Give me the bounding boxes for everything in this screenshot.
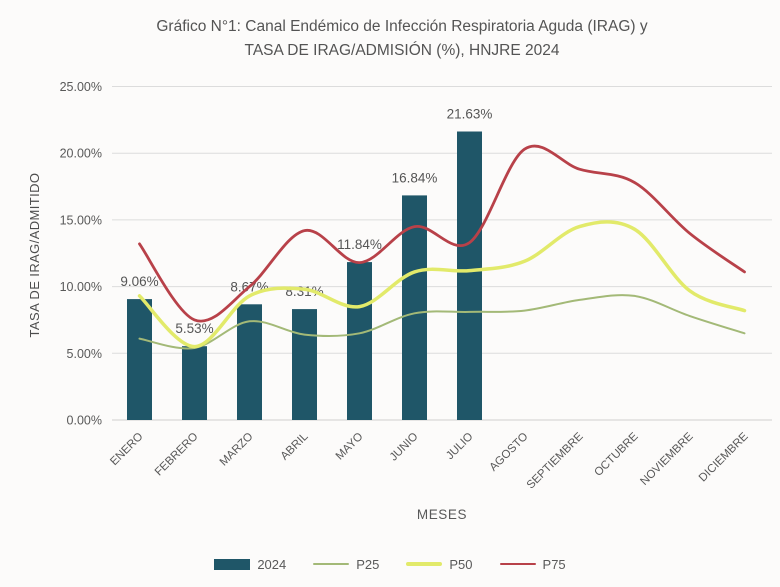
bar-julio: [457, 131, 482, 420]
bar-value-label-junio: 16.84%: [392, 170, 438, 185]
percentile-lines: [137, 144, 747, 350]
bar-junio: [402, 195, 427, 420]
y-tick-label: 25.00%: [60, 80, 102, 94]
legend-item-p50: P50: [406, 556, 473, 572]
chart-title-line2: TASA DE IRAG/ADMISIÓN (%), HNJRE 2024: [245, 42, 560, 59]
legend-label-p50: P50: [449, 556, 473, 572]
x-tick-label-febrero: FEBRERO: [153, 431, 201, 479]
x-tick-label-agosto: AGOSTO: [487, 431, 530, 474]
bars-2024: [127, 131, 482, 420]
x-tick-label-abril: ABRIL: [279, 430, 311, 462]
legend-swatch-line-p50: [406, 562, 443, 566]
y-tick-label: 5.00%: [67, 347, 102, 361]
bar-abril: [292, 309, 317, 420]
x-tick-label-octubre: OCTUBRE: [592, 430, 640, 478]
x-axis-month-labels: ENERO FEBRERO MARZO ABRIL MAYO JUNIO JULIO AGOS…: [108, 430, 751, 491]
y-tick-label: 15.00%: [60, 213, 102, 227]
x-axis-title: MESES: [417, 507, 467, 522]
bar-mayo: [347, 262, 372, 420]
legend-swatch-line-p25: [313, 563, 350, 565]
line-p50: [137, 220, 747, 349]
x-tick-label-septiembre: SEPTIEMBRE: [525, 430, 586, 491]
legend-label-2024: 2024: [257, 556, 287, 572]
legend-label-p75: P75: [542, 556, 566, 572]
x-tick-label-diciembre: DICIEMBRE: [697, 430, 751, 484]
y-axis-title: TASA DE IRAG/ADMITIDO: [27, 173, 42, 338]
x-tick-label-enero: ENERO: [108, 431, 145, 468]
bar-enero: [127, 299, 152, 420]
bar-value-label-julio: 21.63%: [447, 107, 493, 122]
line-p75: [138, 144, 746, 323]
legend-item-2024: 2024: [214, 557, 286, 572]
y-tick-label: 20.00%: [60, 147, 102, 161]
x-tick-label-julio: JULIO: [444, 431, 476, 463]
bar-febrero: [182, 346, 207, 420]
x-tick-label-marzo: MARZO: [218, 431, 256, 469]
line-p25: [138, 294, 746, 350]
gridlines: [112, 86, 772, 421]
x-tick-label-noviembre: NOVIEMBRE: [638, 430, 696, 488]
bar-value-label-enero: 9.06%: [120, 274, 158, 289]
x-tick-label-mayo: MAYO: [334, 431, 366, 463]
legend-item-p25: P25: [313, 557, 379, 572]
y-tick-label: 10.00%: [60, 280, 102, 294]
x-tick-label-junio: JUNIO: [388, 431, 421, 464]
legend-item-p75: P75: [499, 556, 566, 572]
y-tick-label: 0.00%: [67, 414, 102, 428]
bar-value-label-febrero: 5.53%: [175, 321, 213, 336]
legend-swatch-bar-2024: [214, 558, 251, 570]
chart-title-line1: Gráfico N°1: Canal Endémico de Infección…: [156, 18, 647, 35]
legend-label-p25: P25: [356, 556, 380, 572]
chart-legend: 2024 P25 P50 P75: [0, 551, 780, 577]
bar-value-label-mayo: 11.84%: [337, 237, 382, 252]
legend-swatch-line-p75: [499, 562, 536, 566]
y-axis-tick-labels: 0.00% 5.00% 10.00% 15.00% 20.00% 25.00%: [60, 80, 102, 428]
